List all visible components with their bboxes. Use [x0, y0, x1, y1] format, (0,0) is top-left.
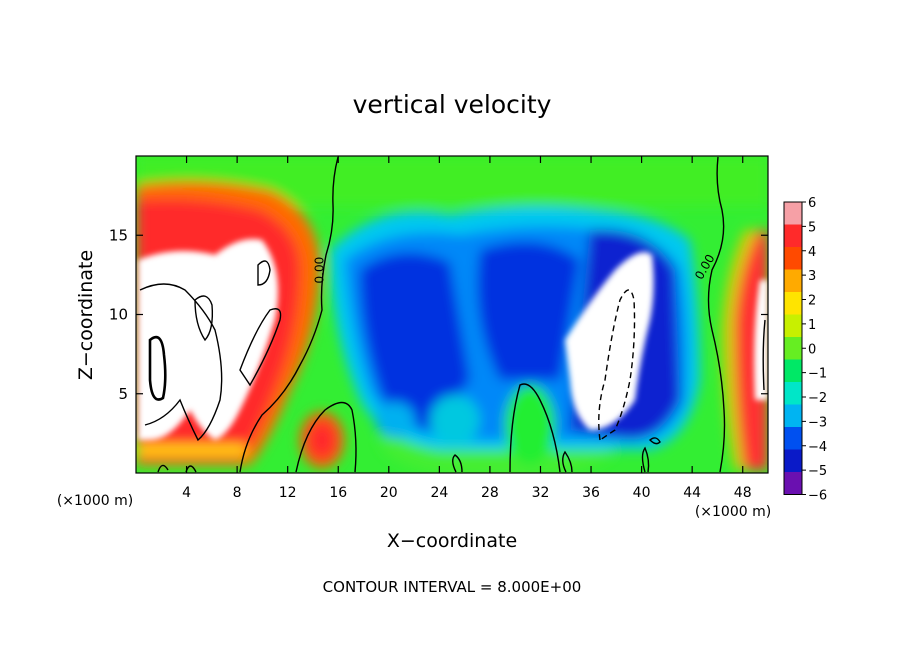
colorbar-cell — [784, 247, 802, 270]
colorbar-label: −3 — [808, 415, 827, 430]
x-tick-label: 32 — [532, 485, 550, 501]
x-tick-label: 4 — [182, 485, 191, 501]
colorbar-label: −4 — [808, 440, 827, 455]
colorbar-label: 6 — [808, 196, 816, 211]
colorbar-cell — [784, 359, 802, 382]
colorbar-label: 3 — [808, 269, 816, 284]
x-axis-label: X−coordinate — [387, 530, 517, 552]
chart-title: vertical velocity — [353, 90, 552, 119]
colorbar-cell — [784, 224, 802, 247]
colorbar-cell — [784, 337, 802, 360]
x-tick-label: 24 — [430, 485, 448, 501]
y-tick-label: 10 — [109, 306, 128, 324]
y-axis: 5 10 15 — [109, 226, 768, 403]
colorbar-label: −2 — [808, 391, 827, 406]
x-unit-label-left: (×1000 m) — [57, 493, 133, 509]
colorbar-label: 0 — [808, 342, 816, 357]
colorbar-cell — [784, 427, 802, 450]
colorbar-label: −6 — [808, 489, 827, 504]
colorbar-label: −1 — [808, 367, 827, 382]
colorbar-label: 5 — [808, 220, 816, 235]
x-tick-label: 48 — [734, 485, 752, 501]
contour-lines — [139, 156, 766, 473]
x-unit-label-right: (×1000 m) — [695, 504, 771, 520]
colorbar-cell — [784, 382, 802, 405]
colorbar-label: 1 — [808, 318, 816, 333]
x-tick-label: 20 — [380, 485, 398, 501]
colorbar-cell — [784, 472, 802, 495]
contour-interval-note: CONTOUR INTERVAL = 8.000E+00 — [323, 578, 582, 596]
x-tick-label: 12 — [279, 485, 297, 501]
colorbar-cell — [784, 269, 802, 292]
colorbar: 6 5 4 3 2 1 0 −1 −2 −3 −4 −5 −6 — [783, 196, 827, 504]
colorbar-cell — [784, 202, 802, 225]
colorbar-cell — [784, 449, 802, 472]
x-tick-label: 8 — [233, 485, 242, 501]
y-tick-label: 5 — [118, 385, 128, 403]
contour-label: 0.00 — [312, 257, 326, 284]
y-axis-label: Z−coordinate — [75, 250, 97, 380]
colorbar-label: −5 — [808, 464, 827, 479]
colorbar-label: 2 — [808, 294, 816, 309]
x-tick-label: 16 — [329, 485, 347, 501]
x-tick-label: 40 — [633, 485, 651, 501]
colorbar-label: 4 — [808, 245, 816, 260]
colorbar-cell — [784, 404, 802, 427]
colorbar-cell — [784, 314, 802, 337]
heatmap-field — [136, 156, 768, 473]
y-tick-label: 15 — [109, 226, 128, 244]
x-tick-label: 36 — [582, 485, 600, 501]
x-tick-label: 44 — [683, 485, 701, 501]
colorbar-cell — [784, 292, 802, 315]
x-tick-label: 28 — [481, 485, 499, 501]
contour-labels: 0.00 0.00 — [312, 252, 717, 284]
x-axis: 4 8 12 16 20 24 28 32 36 40 44 48 — [182, 156, 752, 501]
